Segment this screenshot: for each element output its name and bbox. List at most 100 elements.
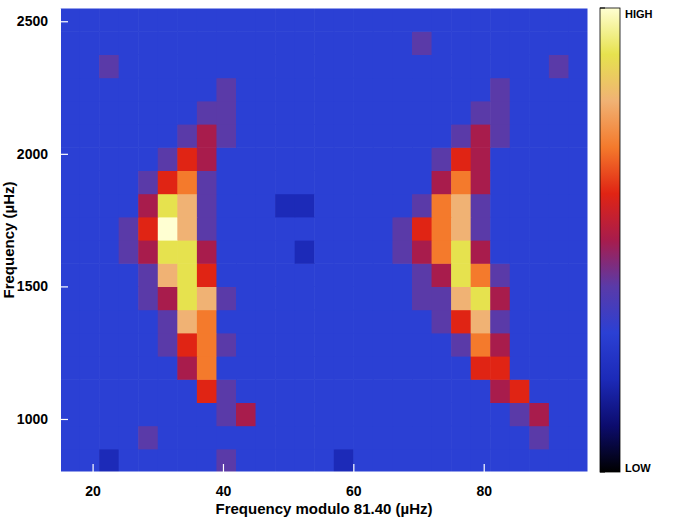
heatmap-cell <box>295 449 315 472</box>
heatmap-cell <box>275 402 295 426</box>
heatmap-cell <box>138 426 158 450</box>
heatmap-cell <box>334 356 354 380</box>
heatmap-cell <box>177 147 197 171</box>
heatmap-cell <box>451 217 471 241</box>
heatmap-cell <box>80 356 100 380</box>
x-axis-title: Frequency modulo 81.40 (µHz) <box>215 500 432 517</box>
heatmap-cell <box>275 54 295 78</box>
heatmap-cell <box>295 147 315 171</box>
heatmap-cell <box>99 426 119 450</box>
heatmap-cell <box>549 449 569 472</box>
heatmap-cell <box>314 147 334 171</box>
heatmap-cell <box>451 426 471 450</box>
heatmap-cell <box>432 101 452 125</box>
heatmap-cell <box>412 263 432 287</box>
heatmap-cell <box>99 54 119 78</box>
heatmap-cell <box>432 217 452 241</box>
heatmap-cell <box>99 333 119 357</box>
heatmap-cell <box>490 449 510 472</box>
heatmap-cell <box>471 8 491 32</box>
heatmap-cell <box>80 449 100 472</box>
heatmap-cell <box>490 194 510 218</box>
heatmap-cell <box>568 310 588 334</box>
heatmap-cell <box>295 310 315 334</box>
heatmap-cell <box>314 8 334 32</box>
heatmap-cell <box>197 124 217 148</box>
heatmap-cell <box>60 426 80 450</box>
heatmap-cell <box>392 263 412 287</box>
heatmap-cell <box>314 426 334 450</box>
heatmap-cell <box>529 8 549 32</box>
heatmap-cell <box>177 101 197 125</box>
heatmap-cell <box>138 286 158 310</box>
heatmap-cell <box>490 426 510 450</box>
heatmap-cell <box>197 286 217 310</box>
heatmap-cell <box>158 310 178 334</box>
heatmap-cell <box>314 402 334 426</box>
heatmap-cell <box>138 333 158 357</box>
heatmap-cell <box>60 8 80 32</box>
heatmap-cell <box>334 310 354 334</box>
heatmap-cell <box>432 240 452 264</box>
heatmap-cell <box>295 194 315 218</box>
heatmap-cell <box>197 54 217 78</box>
heatmap-cell <box>236 54 256 78</box>
heatmap-cell <box>392 379 412 403</box>
heatmap-cell <box>471 194 491 218</box>
heatmap-cell <box>216 8 236 32</box>
heatmap-cell <box>197 356 217 380</box>
heatmap-cell <box>177 379 197 403</box>
heatmap-cell <box>197 333 217 357</box>
heatmap-cell <box>471 356 491 380</box>
heatmap-cell <box>549 310 569 334</box>
heatmap-cell <box>549 78 569 102</box>
heatmap-cell <box>334 379 354 403</box>
heatmap-cell <box>256 124 276 148</box>
heatmap-cell <box>60 101 80 125</box>
tick: 2000 <box>17 146 68 162</box>
heatmap-cell <box>529 31 549 55</box>
heatmap-cell <box>412 8 432 32</box>
heatmap-cell <box>99 240 119 264</box>
heatmap-cell <box>490 170 510 194</box>
heatmap-cell <box>392 449 412 472</box>
heatmap-cell <box>197 310 217 334</box>
heatmap-cell <box>158 194 178 218</box>
heatmap-cell <box>490 333 510 357</box>
heatmap-cell <box>99 286 119 310</box>
heatmap-cell <box>158 217 178 241</box>
heatmap-cell <box>373 263 393 287</box>
heatmap-cell <box>216 101 236 125</box>
heatmap-cell <box>373 426 393 450</box>
heatmap-cell <box>80 8 100 32</box>
heatmap-cell <box>412 124 432 148</box>
heatmap-cell <box>256 31 276 55</box>
heatmap-cell <box>236 194 256 218</box>
heatmap-cell <box>529 54 549 78</box>
heatmap-cell <box>314 449 334 472</box>
heatmap-cell <box>412 356 432 380</box>
heatmap-cell <box>334 8 354 32</box>
heatmap-cell <box>314 286 334 310</box>
heatmap-cell <box>432 54 452 78</box>
heatmap-cell <box>373 101 393 125</box>
heatmap-cell <box>216 449 236 472</box>
heatmap-cell <box>99 263 119 287</box>
heatmap-cell <box>392 170 412 194</box>
heatmap-cell <box>490 31 510 55</box>
heatmap-cell <box>80 31 100 55</box>
heatmap-cell <box>119 263 139 287</box>
heatmap-cell <box>490 310 510 334</box>
heatmap-cell <box>138 379 158 403</box>
heatmap-cell <box>60 217 80 241</box>
heatmap-cell <box>138 310 158 334</box>
heatmap-cell <box>568 8 588 32</box>
heatmap-cell <box>334 240 354 264</box>
heatmap-cell <box>314 379 334 403</box>
heatmap-cell <box>412 402 432 426</box>
heatmap-cell <box>158 449 178 472</box>
heatmap-cell <box>138 356 158 380</box>
heatmap-cell <box>334 124 354 148</box>
heatmap-cell <box>549 379 569 403</box>
heatmap-cell <box>334 286 354 310</box>
